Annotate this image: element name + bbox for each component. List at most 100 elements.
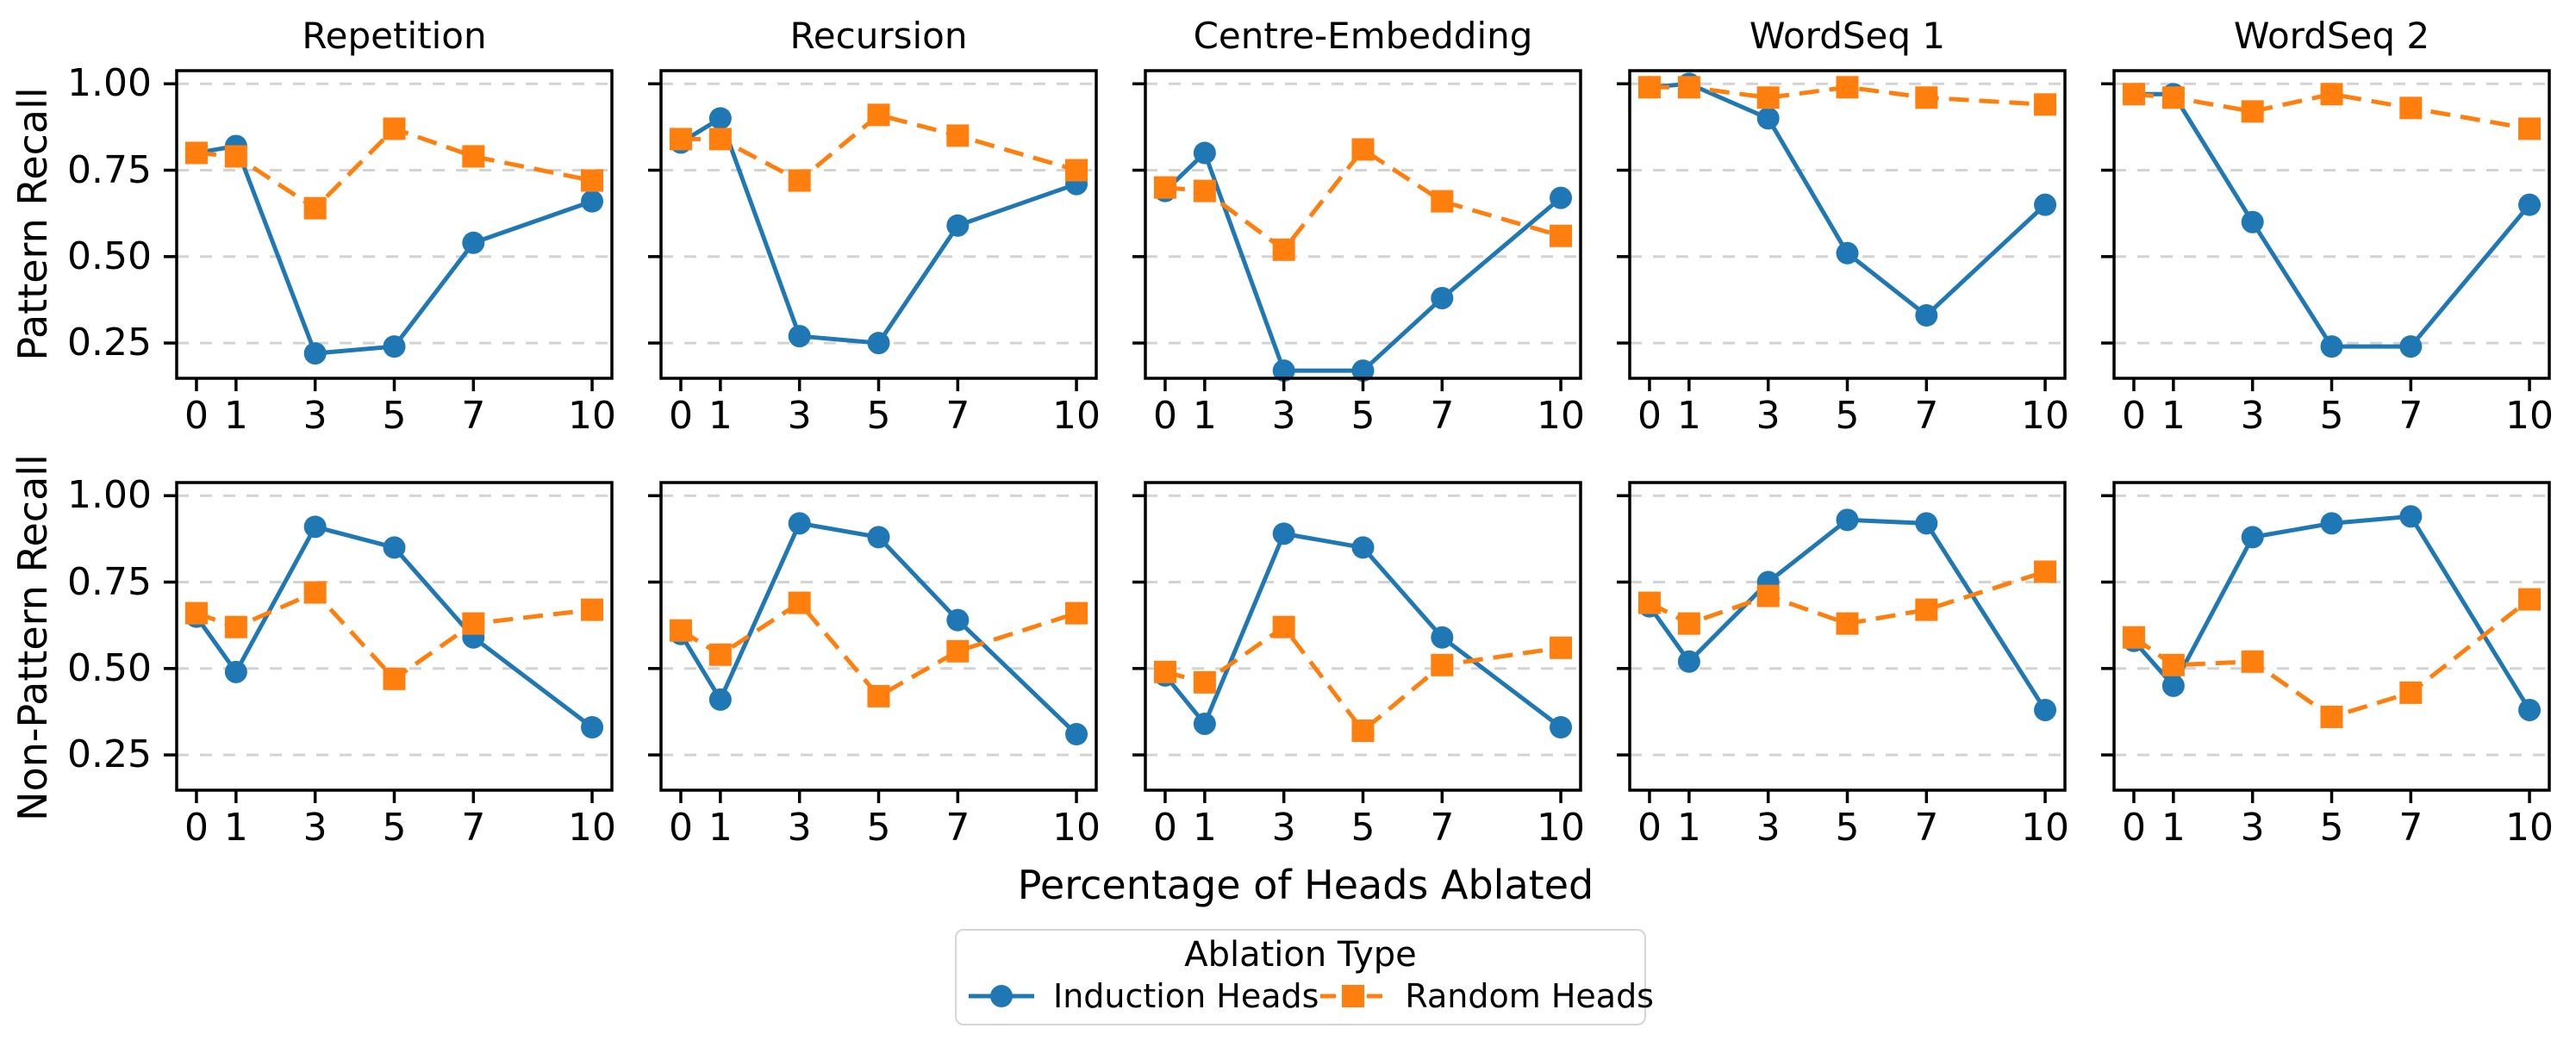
random-heads-marker: [581, 598, 604, 621]
legend-entries: Induction Heads Random Heads: [967, 977, 1654, 1015]
subplot-pattern-recall-wordseq-1: [1617, 69, 2067, 391]
x-tick-label: 0: [1637, 806, 1662, 850]
x-tick-label: 1: [1192, 394, 1217, 438]
random-heads-marker: [1065, 601, 1088, 625]
induction-heads-marker: [2320, 335, 2343, 358]
x-tick-label: 5: [1350, 394, 1375, 438]
x-tick-label: 1: [708, 394, 733, 438]
induction-heads-marker: [1193, 712, 1216, 735]
x-tick-label: 3: [2240, 394, 2265, 438]
induction-heads-marker: [1836, 508, 1859, 532]
x-tick-label: 5: [382, 806, 407, 850]
random-heads-marker: [2320, 705, 2343, 728]
x-tick-label: 5: [866, 806, 891, 850]
induction-heads-line: [196, 143, 593, 356]
x-tick-label: 5: [1350, 806, 1375, 850]
induction-heads-marker: [581, 715, 604, 738]
random-heads-marker: [2122, 626, 2145, 649]
legend-entry-label: Induction Heads: [1053, 977, 1319, 1015]
random-heads-marker: [1153, 176, 1176, 199]
subplot-pattern-recall-centre-embedding: [1132, 69, 1582, 391]
subplot-pattern-recall-repetition: [164, 69, 614, 391]
subplot-non-pattern-recall-centre-embedding: [1132, 481, 1582, 803]
random-heads-marker: [462, 612, 485, 635]
x-tick-label: 7: [461, 394, 486, 438]
random-heads-marker: [1550, 224, 1573, 247]
induction-heads-marker: [867, 526, 890, 549]
random-heads-marker: [1065, 159, 1088, 182]
random-heads-marker: [303, 196, 327, 220]
random-heads-marker: [1637, 76, 1661, 99]
subplot-pattern-recall-recursion: [648, 69, 1098, 391]
x-tick-label: 7: [1914, 394, 1939, 438]
induction-heads-marker: [1065, 723, 1088, 746]
random-heads-line: [679, 600, 1077, 700]
random-heads-marker: [2399, 681, 2423, 704]
random-heads-marker: [1836, 76, 1859, 99]
induction-heads-line: [1163, 531, 1562, 729]
x-tick-label: 1: [223, 394, 248, 438]
x-tick-label: 0: [1637, 394, 1662, 438]
induction-heads-marker: [2034, 193, 2057, 216]
random-heads-marker: [669, 128, 692, 151]
random-heads-marker: [383, 117, 406, 140]
random-heads-marker: [1193, 670, 1216, 694]
x-tick-label: 0: [1152, 806, 1177, 850]
random-heads-line-marker-icon: [1320, 985, 1387, 1007]
x-tick-label: 7: [2398, 806, 2423, 850]
x-tick-label: 10: [1537, 806, 1586, 850]
induction-heads-line: [194, 524, 594, 729]
x-tick-label: 3: [1756, 394, 1781, 438]
induction-heads-marker: [303, 342, 327, 365]
random-heads-marker: [2399, 97, 2423, 120]
x-tick-label: 10: [568, 806, 617, 850]
x-tick-label: 7: [2398, 394, 2423, 438]
induction-heads-marker: [383, 536, 406, 559]
x-tick-label: 1: [2161, 394, 2186, 438]
x-tick-label: 5: [382, 394, 407, 438]
induction-heads-marker: [2161, 674, 2185, 697]
legend-entry-label: Random Heads: [1405, 977, 1654, 1015]
random-heads-marker: [1351, 720, 1375, 743]
induction-heads-marker: [1756, 107, 1780, 130]
random-heads-marker: [1272, 238, 1295, 261]
x-tick-label: 5: [1835, 806, 1860, 850]
y-tick-label: 0.75: [67, 147, 152, 192]
random-heads-marker: [867, 103, 890, 127]
random-heads-marker: [1836, 612, 1859, 635]
random-heads-marker: [2518, 117, 2542, 140]
induction-heads-marker: [1915, 512, 1938, 535]
random-heads-marker: [1915, 598, 1938, 621]
random-heads-marker: [1431, 653, 1454, 676]
y-tick-label: 1.00: [67, 473, 152, 518]
induction-heads-marker: [2518, 193, 2542, 216]
x-tick-label: 10: [568, 394, 617, 438]
axes-spines: [175, 69, 614, 380]
axes-spines: [2112, 69, 2551, 380]
random-heads-marker: [2161, 653, 2185, 676]
subplot-title-recursion: Recursion: [789, 15, 968, 57]
induction-heads-marker: [946, 608, 970, 632]
induction-heads-marker: [1351, 359, 1375, 383]
subplot-non-pattern-recall-recursion: [648, 481, 1098, 803]
random-heads-marker: [383, 667, 406, 690]
y-axis-label-pattern-recall: Pattern Recall: [9, 87, 56, 361]
x-tick-label: 0: [184, 806, 209, 850]
random-heads-marker: [2518, 588, 2542, 611]
induction-heads-marker: [383, 335, 406, 358]
induction-heads-marker: [788, 512, 811, 535]
x-tick-label: 1: [1676, 806, 1701, 850]
subplot-title-repetition: Repetition: [302, 15, 487, 57]
x-tick-label: 5: [2319, 394, 2344, 438]
subplot-pattern-recall-wordseq-2: [2101, 69, 2551, 391]
x-tick-label: 10: [2021, 394, 2070, 438]
x-tick-label: 7: [1430, 806, 1455, 850]
subplot-non-pattern-recall-wordseq-1: [1617, 481, 2067, 803]
induction-heads-line: [678, 520, 1078, 736]
subplot-title-wordseq-2: WordSeq 2: [2233, 15, 2430, 57]
x-tick-label: 3: [303, 394, 327, 438]
induction-heads-marker: [708, 107, 732, 130]
random-heads-marker: [303, 581, 327, 604]
x-tick-label: 1: [223, 806, 248, 850]
random-heads-marker: [1677, 612, 1700, 635]
